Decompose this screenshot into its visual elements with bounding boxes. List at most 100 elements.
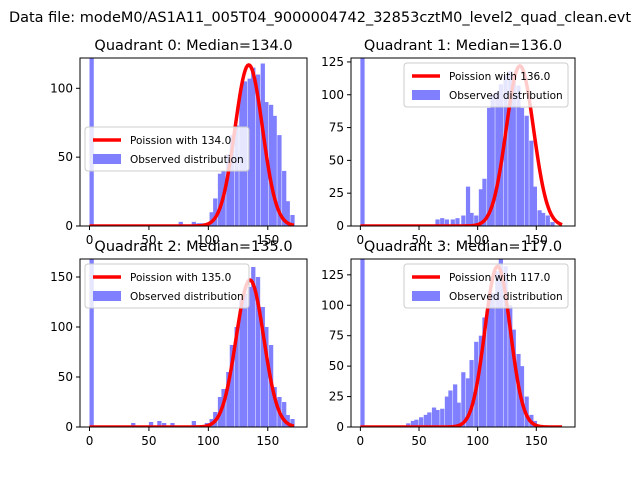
- histogram-bar: [191, 221, 196, 226]
- legend-poisson-label: Poission with 135.0: [130, 272, 231, 284]
- histogram-bar: [511, 329, 516, 427]
- histogram-bar: [255, 74, 261, 226]
- histogram-bar: [540, 212, 546, 226]
- histogram-bar: [414, 419, 419, 427]
- figure-suptitle: Data file: modeM0/AS1A11_005T04_90000047…: [9, 10, 631, 26]
- histogram-bar: [516, 85, 521, 226]
- histogram-bar: [503, 75, 508, 226]
- quadrant-2-plot-area: [88, 259, 295, 427]
- legend-observed-swatch: [412, 291, 440, 301]
- y-tick-label: 0: [336, 420, 344, 434]
- histogram-bar: [131, 423, 136, 427]
- x-tick-label: 0: [86, 233, 94, 247]
- histogram-bar: [444, 219, 450, 226]
- histogram-bar: [519, 107, 525, 226]
- histogram-bar: [268, 104, 274, 226]
- y-tick-label: 25: [329, 186, 344, 200]
- histogram-bar: [360, 58, 365, 226]
- histogram-bar: [178, 221, 183, 226]
- histogram-bar: [234, 327, 239, 427]
- y-tick-label: 100: [50, 81, 73, 95]
- quadrant-3-legend: Poission with 117.0 Observed distribution: [403, 263, 569, 309]
- legend-observed-label: Observed distribution: [449, 291, 563, 303]
- histogram-bar: [550, 222, 555, 226]
- quadrant-2-legend: Poission with 135.0 Observed distribution: [84, 263, 250, 309]
- legend-observed-label: Observed distribution: [130, 291, 244, 303]
- histogram-bar: [508, 71, 513, 226]
- histogram-bar: [406, 423, 411, 427]
- histogram-bar: [282, 170, 287, 226]
- y-tick-label: 0: [65, 219, 73, 233]
- x-tick-label: 50: [411, 233, 426, 247]
- y-tick-label: 50: [58, 370, 73, 384]
- y-tick-label: 50: [329, 359, 344, 373]
- histogram-bar: [285, 415, 290, 427]
- histogram-bar: [290, 419, 295, 427]
- y-tick-label: 75: [329, 329, 344, 343]
- y-tick-label: 50: [329, 153, 344, 167]
- quadrant-2-chart: 0 50 100 150 0 50 100 150 Quadrant 2: Median=135…: [50, 239, 308, 448]
- histogram-bar: [478, 189, 484, 226]
- y-tick-label: 75: [329, 121, 344, 135]
- quadrant-1-chart: 0 50 100 150 0 25 50 75 100 125 Quadrant 1: Median…: [321, 38, 576, 247]
- histogram-bar: [260, 63, 265, 226]
- x-tick-label: 50: [141, 434, 156, 448]
- histogram-bar: [511, 81, 516, 226]
- y-tick-label: 150: [50, 270, 73, 284]
- histogram-bar: [455, 218, 460, 226]
- x-tick-label: 150: [256, 434, 279, 448]
- y-tick-label: 0: [65, 420, 73, 434]
- histogram-bar: [482, 317, 487, 427]
- legend-observed-label: Observed distribution: [130, 154, 244, 166]
- quadrant-3-chart: 0 50 100 150 0 25 50 75 100 125 Quadrant 3: Median…: [321, 239, 576, 448]
- histogram-bar: [532, 186, 538, 226]
- histogram-bar: [444, 396, 450, 427]
- quadrant-3-plot-area: [359, 259, 563, 427]
- histogram-bar: [247, 287, 252, 427]
- histogram-bar: [465, 186, 471, 226]
- histogram-bar: [431, 407, 437, 427]
- quadrant-2-title: Quadrant 2: Median=135.0: [94, 239, 292, 255]
- histogram-bar: [264, 327, 269, 427]
- legend-observed-swatch: [93, 291, 121, 301]
- y-tick-label: 0: [336, 219, 344, 233]
- histogram-bar: [251, 267, 256, 427]
- histogram-bar: [487, 107, 492, 226]
- y-tick-label: 100: [321, 298, 344, 312]
- histogram-bar: [478, 335, 484, 427]
- histogram-bar: [482, 178, 487, 226]
- histogram-bar: [440, 218, 445, 226]
- x-tick-label: 150: [525, 233, 548, 247]
- x-tick-label: 0: [86, 434, 94, 448]
- histogram-bar: [191, 421, 196, 427]
- x-tick-label: 0: [357, 233, 365, 247]
- histogram-bar: [537, 210, 542, 226]
- x-tick-label: 150: [256, 233, 279, 247]
- histogram-bar: [162, 423, 167, 427]
- histogram-bar: [213, 198, 218, 226]
- quadrant-0-legend: Poission with 134.0 Observed distribution: [84, 126, 250, 172]
- histogram-bar: [148, 422, 154, 427]
- poisson-curve: [359, 264, 563, 427]
- histogram-bar: [435, 409, 440, 427]
- histogram-bar: [448, 390, 453, 427]
- histogram-bar: [89, 259, 94, 427]
- y-tick-label: 125: [321, 268, 344, 282]
- x-tick-label: 50: [141, 233, 156, 247]
- legend-observed-label: Observed distribution: [449, 90, 563, 102]
- y-tick-label: 50: [58, 150, 73, 164]
- x-tick-label: 150: [525, 434, 548, 448]
- x-tick-label: 100: [466, 434, 489, 448]
- histogram-bar: [495, 271, 500, 427]
- axes-frame: [79, 258, 308, 428]
- histogram-bar: [469, 212, 474, 226]
- histogram-bar: [524, 115, 529, 226]
- histogram-bar: [170, 423, 175, 427]
- histogram-bar: [465, 378, 471, 427]
- histogram-bar: [226, 154, 231, 226]
- histogram-bar: [255, 277, 261, 427]
- histogram-bar: [508, 305, 513, 427]
- histogram-bar: [474, 215, 479, 226]
- histogram-bar: [272, 115, 277, 226]
- y-tick-label: 25: [329, 390, 344, 404]
